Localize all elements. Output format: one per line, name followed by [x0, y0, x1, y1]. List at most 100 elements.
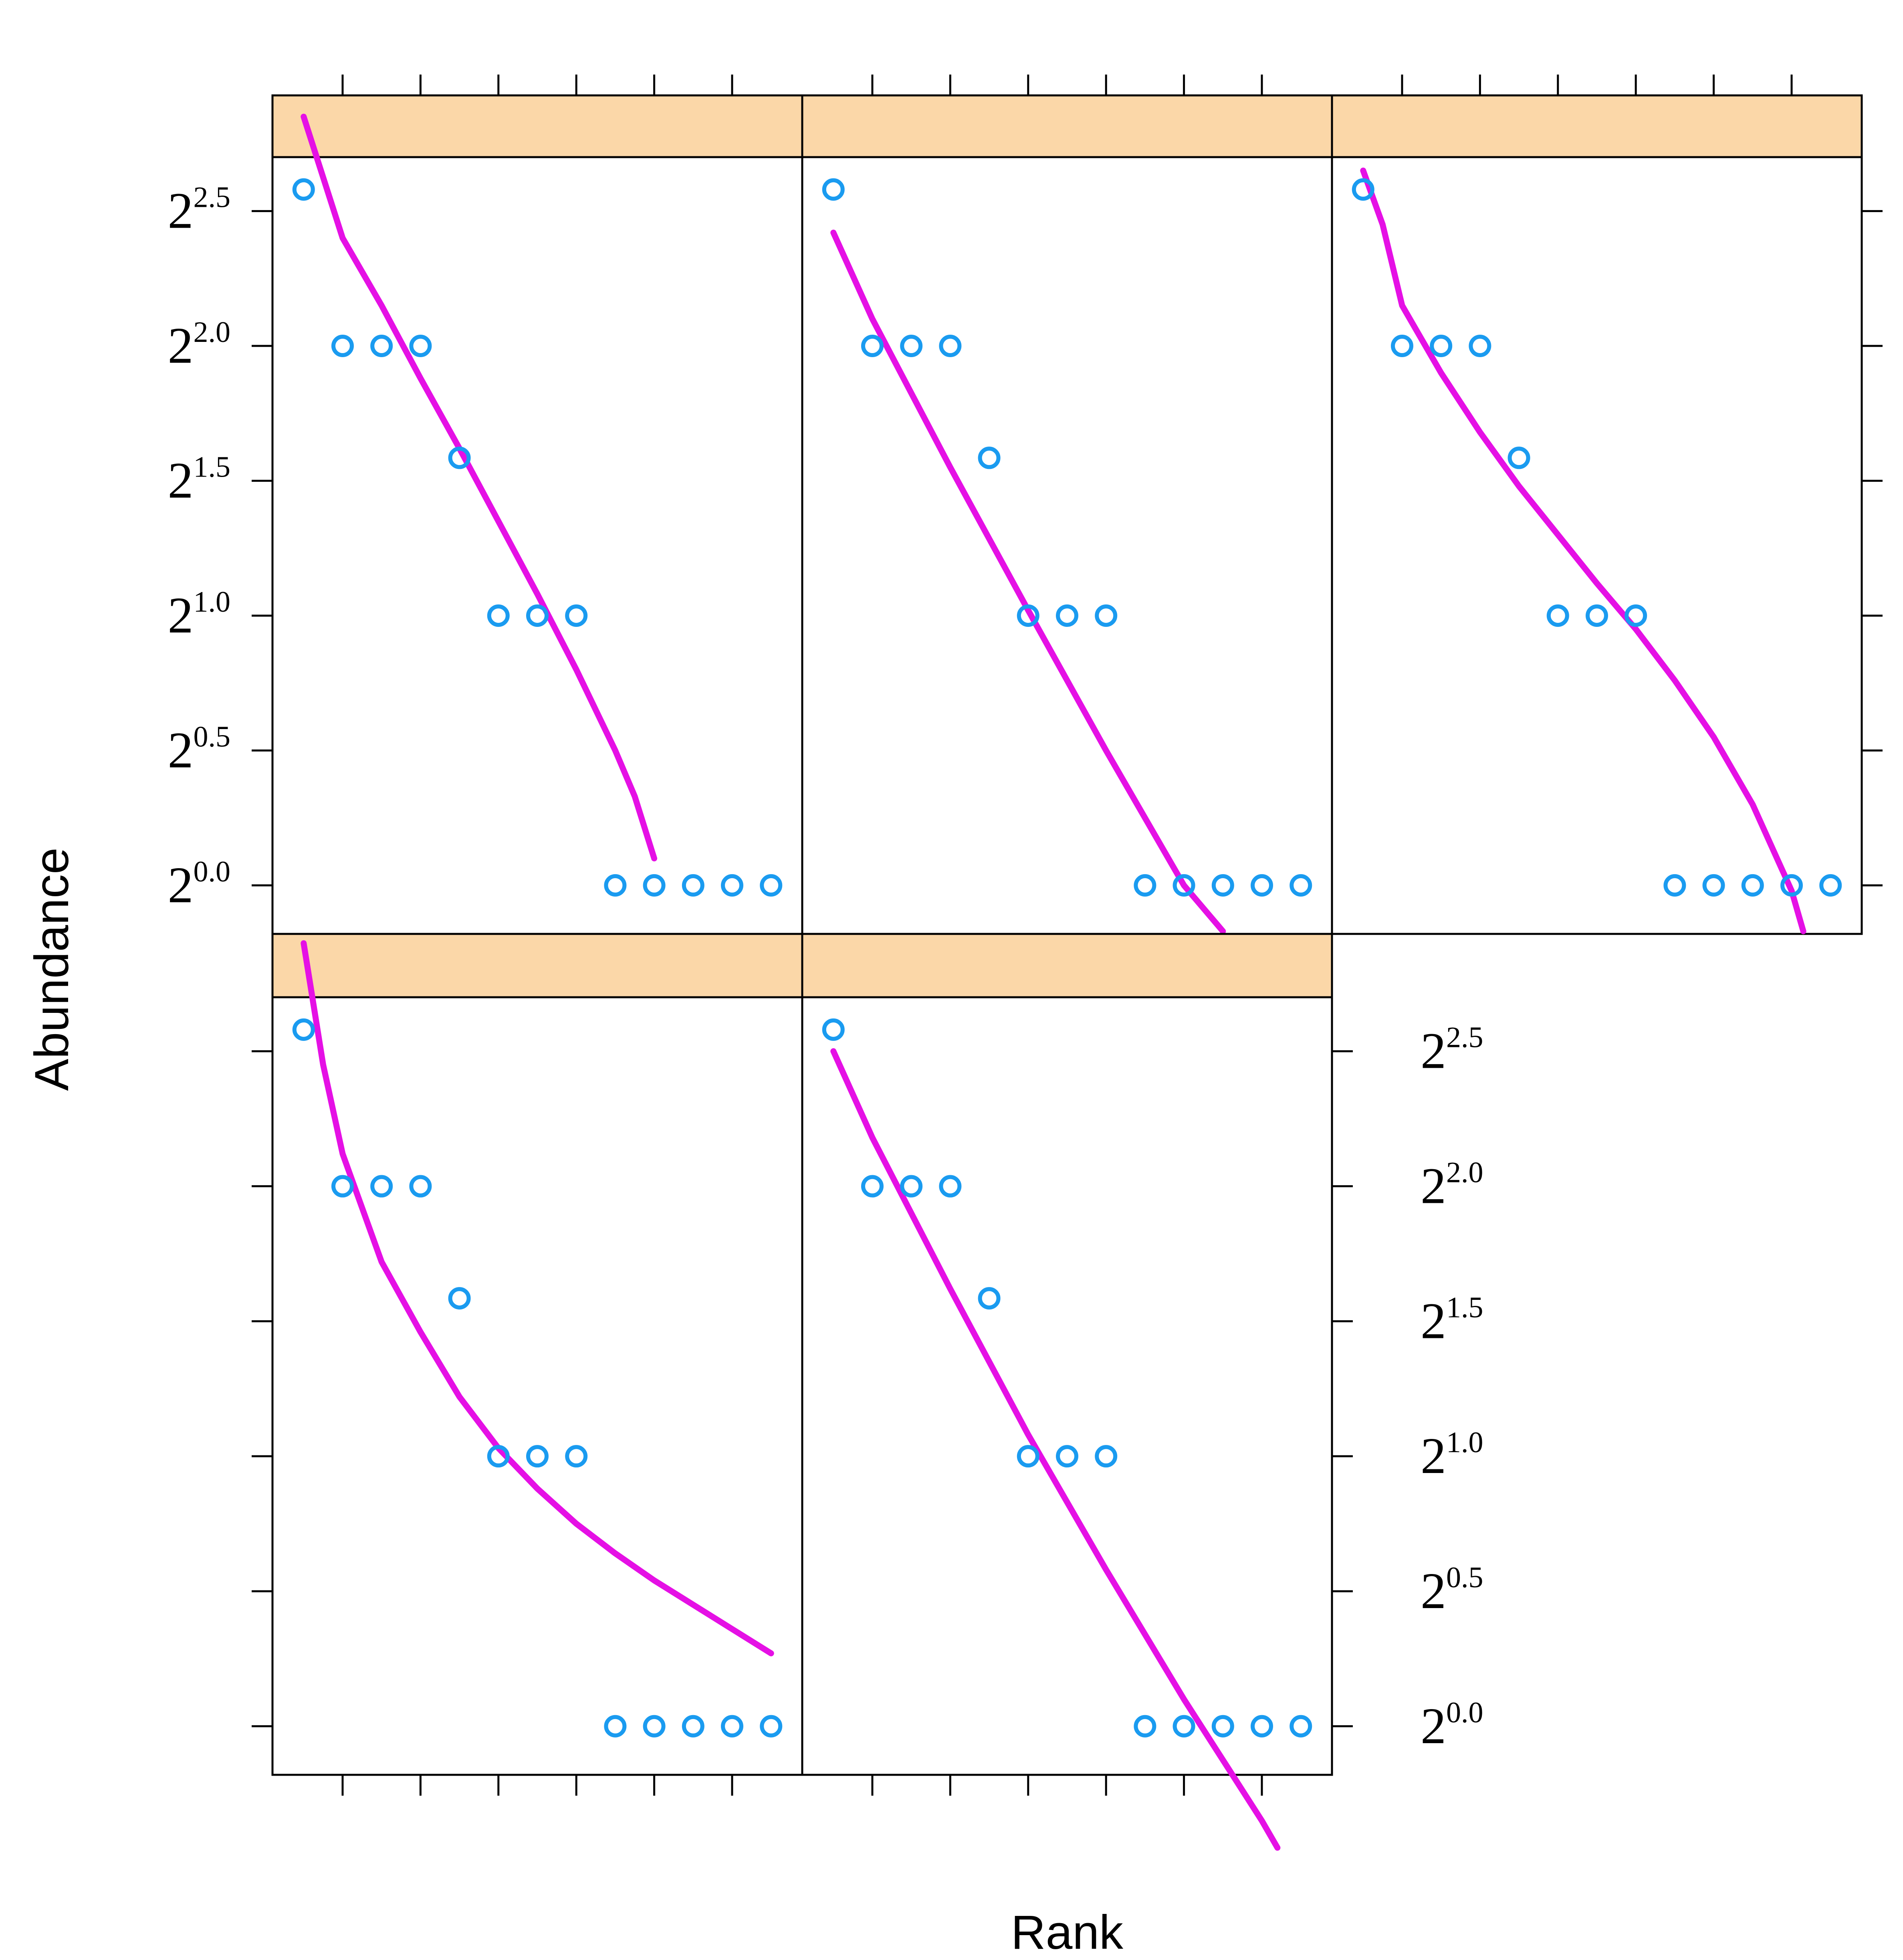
data-point [1390, 335, 1413, 358]
y-tick-label: 21.0 [1421, 1426, 1483, 1484]
y-tick-base: 2 [168, 182, 194, 239]
y-tick-exponent: 0.5 [1446, 1561, 1483, 1594]
data-point [760, 1715, 783, 1738]
y-tick-base: 2 [168, 587, 194, 644]
data-point [1741, 874, 1764, 897]
y-tick-base: 2 [1421, 1022, 1446, 1079]
y-tick-exponent: 2.0 [194, 316, 231, 349]
data-point [1430, 335, 1453, 358]
data-point [1172, 1715, 1195, 1738]
data-point [822, 178, 845, 201]
data-point [1095, 1445, 1118, 1468]
data-point [1780, 874, 1803, 897]
data-point [409, 335, 432, 358]
data-point [682, 1715, 704, 1738]
data-point [604, 874, 627, 897]
y-tick-label: 20.0 [168, 855, 231, 913]
panel-mandelbrot [801, 933, 1333, 1851]
data-point [682, 874, 704, 897]
data-point [526, 604, 549, 627]
y-tick-label: 22.0 [168, 316, 231, 374]
data-point [978, 1287, 1001, 1310]
data-point [370, 1175, 393, 1198]
data-point [604, 1715, 627, 1738]
data-point [526, 1445, 549, 1468]
data-point [1017, 604, 1039, 627]
y-tick-exponent: 1.5 [1446, 1291, 1483, 1324]
data-point [1211, 1715, 1234, 1738]
data-point [292, 1018, 315, 1041]
y-tick-label: 20.5 [168, 720, 231, 778]
fitted-curve [1360, 168, 1806, 934]
panel-strip [801, 933, 1333, 998]
data-point [643, 874, 666, 897]
data-point [1290, 1715, 1312, 1738]
y-tick-label: 22.0 [1421, 1156, 1483, 1214]
data-point [1290, 874, 1312, 897]
data-point [760, 874, 783, 897]
data-point [565, 1445, 588, 1468]
data-point [370, 335, 393, 358]
panel-frame [271, 156, 803, 935]
data-point [1469, 335, 1491, 358]
fitted-curve [830, 229, 1226, 934]
data-point [1134, 1715, 1156, 1738]
y-tick-label: 21.5 [1421, 1291, 1483, 1349]
y-tick-base: 2 [1421, 1697, 1446, 1754]
panel-strip [801, 94, 1333, 158]
panel-strip [1331, 94, 1863, 158]
y-tick-base: 2 [1421, 1158, 1446, 1214]
panel-lognormal [1331, 94, 1863, 935]
data-point [861, 1175, 884, 1198]
data-point [1211, 874, 1234, 897]
panel-strip [271, 94, 803, 158]
data-point [721, 874, 744, 897]
data-point [643, 1715, 666, 1738]
data-point [1663, 874, 1686, 897]
data-point [939, 335, 962, 358]
data-point [1507, 447, 1530, 469]
y-tick-label: 20.0 [1421, 1696, 1483, 1754]
panel-zipf [271, 933, 803, 1776]
y-tick-label: 20.5 [1421, 1561, 1483, 1619]
data-point [822, 1018, 845, 1041]
data-point [1625, 604, 1647, 627]
y-tick-label: 21.5 [168, 451, 231, 509]
y-tick-base: 2 [1421, 1292, 1446, 1349]
y-tick-base: 2 [168, 452, 194, 509]
data-point [448, 447, 471, 469]
x-axis-title: Rank [1011, 1905, 1124, 1959]
data-point [1056, 1445, 1078, 1468]
data-point [900, 335, 923, 358]
y-tick-exponent: 0.0 [194, 855, 231, 888]
y-tick-label: 22.5 [1421, 1021, 1483, 1079]
data-point [448, 1287, 471, 1310]
y-tick-base: 2 [168, 721, 194, 778]
fitted-curve [301, 113, 658, 862]
panel-frame [801, 996, 1333, 1776]
y-tick-base: 2 [168, 857, 194, 913]
y-tick-exponent: 0.0 [1446, 1696, 1483, 1729]
data-point [331, 1175, 354, 1198]
data-point [565, 604, 588, 627]
data-point [487, 604, 510, 627]
data-point [1134, 874, 1156, 897]
data-point [331, 335, 354, 358]
y-tick-exponent: 1.5 [194, 451, 231, 484]
data-point [409, 1175, 432, 1198]
y-tick-base: 2 [1421, 1562, 1446, 1619]
data-point [1586, 604, 1608, 627]
y-tick-exponent: 2.5 [1446, 1021, 1483, 1054]
panel-frame [271, 996, 803, 1776]
panel-strip [271, 933, 803, 998]
y-tick-base: 2 [168, 317, 194, 374]
data-point [939, 1175, 962, 1198]
panel-null [271, 94, 803, 935]
data-point [900, 1175, 923, 1198]
data-point [1251, 874, 1273, 897]
data-point [1702, 874, 1725, 897]
data-point [1352, 178, 1374, 201]
y-tick-exponent: 0.5 [194, 720, 231, 753]
data-point [1095, 604, 1118, 627]
